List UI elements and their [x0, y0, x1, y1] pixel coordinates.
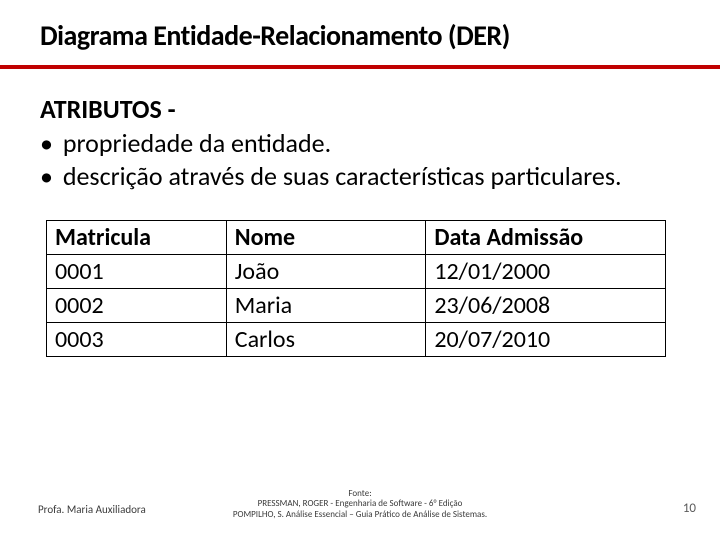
- bullet-item: propriedade da entidade.: [40, 127, 680, 160]
- fonte-line: PRESSMAN, ROGER - Engenharia de Software…: [258, 498, 463, 509]
- slide-title: Diagrama Entidade-Relacionamento (DER): [0, 0, 720, 65]
- fonte-line: POMPILHO, S. Análise Essencial – Guia Pr…: [233, 509, 487, 520]
- footer: Profa. Maria Auxiliadora Fonte: PRESSMAN…: [0, 472, 720, 522]
- cell-data: 20/07/2010: [426, 323, 666, 357]
- bullet-item: descrição através de suas característica…: [40, 160, 680, 193]
- cell-matricula: 0003: [47, 323, 227, 357]
- cell-data: 12/01/2000: [426, 255, 666, 289]
- page-number: 10: [683, 501, 696, 516]
- cell-matricula: 0002: [47, 289, 227, 323]
- table-row: 0003 Carlos 20/07/2010: [47, 323, 666, 357]
- col-header-matricula: Matricula: [47, 221, 227, 255]
- table-row: 0002 Maria 23/06/2008: [47, 289, 666, 323]
- cell-nome: João: [226, 255, 426, 289]
- cell-matricula: 0001: [47, 255, 227, 289]
- col-header-nome: Nome: [226, 221, 426, 255]
- attributes-table: Matricula Nome Data Admissão 0001 João 1…: [46, 220, 666, 357]
- fonte-line: Fonte:: [348, 488, 371, 499]
- section-heading: ATRIBUTOS -: [40, 93, 680, 125]
- table-row: 0001 João 12/01/2000: [47, 255, 666, 289]
- col-header-data: Data Admissão: [426, 221, 666, 255]
- cell-nome: Carlos: [226, 323, 426, 357]
- cell-data: 23/06/2008: [426, 289, 666, 323]
- bullet-list: propriedade da entidade. descrição atrav…: [40, 127, 680, 192]
- source-citation: Fonte: PRESSMAN, ROGER - Engenharia de S…: [0, 489, 720, 520]
- cell-nome: Maria: [226, 289, 426, 323]
- content-area: ATRIBUTOS - propriedade da entidade. des…: [0, 69, 720, 357]
- table-header-row: Matricula Nome Data Admissão: [47, 221, 666, 255]
